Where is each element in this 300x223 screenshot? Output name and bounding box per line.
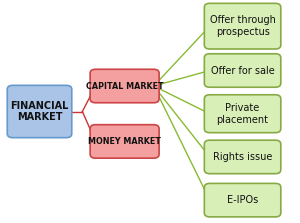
Text: Offer through
prospectus: Offer through prospectus: [210, 15, 275, 37]
Text: Rights issue: Rights issue: [213, 152, 272, 162]
Text: FINANCIAL
MARKET: FINANCIAL MARKET: [10, 101, 69, 122]
FancyBboxPatch shape: [204, 183, 281, 217]
FancyBboxPatch shape: [204, 140, 281, 174]
Text: E-IPOs: E-IPOs: [227, 195, 258, 205]
FancyBboxPatch shape: [90, 69, 159, 103]
FancyBboxPatch shape: [204, 54, 281, 87]
Text: Private
placement: Private placement: [217, 103, 268, 124]
Text: CAPITAL MARKET: CAPITAL MARKET: [86, 82, 164, 91]
FancyBboxPatch shape: [90, 125, 159, 158]
FancyBboxPatch shape: [204, 3, 281, 49]
FancyBboxPatch shape: [204, 95, 281, 133]
FancyBboxPatch shape: [7, 85, 72, 138]
Text: MONEY MARKET: MONEY MARKET: [88, 137, 161, 146]
Text: Offer for sale: Offer for sale: [211, 66, 274, 76]
